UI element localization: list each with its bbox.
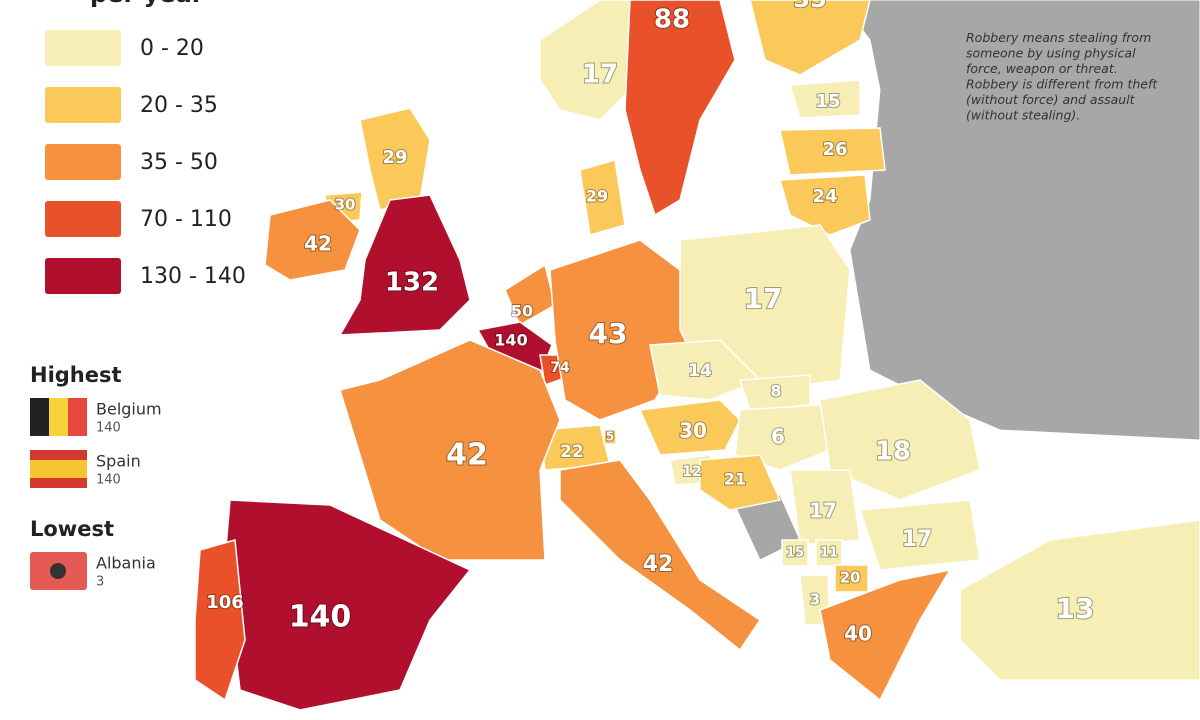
country (559, 459, 762, 652)
country (649, 339, 762, 401)
country (779, 127, 886, 176)
region-value: 140 (494, 331, 527, 350)
country (579, 159, 626, 236)
region-value: 140 (289, 600, 352, 635)
legend-label: 70 - 110 (140, 207, 232, 232)
country (338, 194, 471, 336)
country (734, 404, 831, 471)
region-value: 5 (606, 430, 614, 444)
region-value: 14 (688, 361, 712, 381)
note-line: Robbery means stealing from (966, 30, 1151, 45)
region-value: 13 (1056, 592, 1095, 625)
region-value: 17 (582, 60, 618, 90)
region-value: 20 (840, 569, 861, 587)
country (789, 469, 861, 546)
country (624, 0, 736, 217)
region-value: 15 (815, 91, 840, 112)
region-value: 74 (550, 360, 570, 376)
country (603, 429, 617, 445)
country (539, 0, 641, 121)
region-value: 106 (206, 592, 244, 613)
region-value: 50 (511, 302, 533, 321)
country (789, 79, 861, 119)
country (194, 539, 246, 702)
region-value: 40 (844, 622, 872, 646)
note-line: (without force) and assault (966, 92, 1136, 107)
region-value: 29 (586, 187, 608, 206)
region-value: 88 (654, 5, 690, 35)
note-line: someone by using physical (966, 46, 1136, 61)
legend-label: 130 - 140 (140, 264, 246, 289)
legend-label: 35 - 50 (140, 150, 218, 175)
region-value: 43 (589, 317, 628, 350)
country-value: 3 (96, 575, 104, 590)
legend-title: per year (90, 0, 204, 8)
regions (194, 0, 1200, 711)
note-line: (without stealing). (966, 108, 1080, 123)
region-value: 17 (902, 527, 933, 552)
flag-albania (30, 552, 87, 590)
country (264, 199, 361, 281)
country-name: Spain (96, 452, 141, 471)
region-value: 22 (560, 442, 584, 462)
region-value: 132 (385, 268, 439, 298)
country-name: Belgium (96, 400, 162, 419)
flag-belgium (30, 398, 87, 436)
country (749, 0, 871, 76)
country (858, 499, 981, 571)
region-value: 42 (643, 552, 674, 577)
country (781, 539, 809, 567)
region-value: 11 (820, 546, 838, 561)
flag-spain (30, 450, 87, 488)
country (699, 454, 782, 511)
legend-label: 20 - 35 (140, 93, 218, 118)
legend: 0 - 20 20 - 35 35 - 50 70 - 110 130 - 140 (45, 30, 246, 294)
region-labels: 1788351526242913230422950140744317148302… (205, 0, 1095, 647)
country (339, 339, 561, 561)
note-line: Robbery is different from theft (966, 77, 1158, 92)
country (549, 239, 691, 421)
legend-swatch (45, 144, 121, 180)
legend-swatch (45, 201, 121, 237)
region-value: 35 (793, 0, 826, 13)
region-value: 8 (770, 382, 781, 401)
highest-title: Highest (30, 363, 122, 387)
region-value: 3 (810, 591, 820, 609)
lowest-title: Lowest (30, 517, 114, 541)
region-value: 21 (724, 470, 746, 489)
note-line: force, weapon or threat. (966, 61, 1118, 76)
country-value: 140 (96, 421, 121, 436)
region-value: 26 (822, 139, 847, 160)
country (638, 399, 741, 456)
country-name: Albania (96, 554, 156, 573)
country-value: 140 (96, 473, 121, 488)
region-value: 15 (786, 546, 804, 561)
region-value: 18 (875, 437, 911, 467)
country (819, 568, 952, 702)
region-value: 42 (304, 232, 332, 256)
region-value: 24 (812, 186, 837, 207)
legend-swatch (45, 87, 121, 123)
region-value: 42 (446, 438, 488, 473)
region-value: 6 (771, 425, 785, 449)
legend-swatch (45, 30, 121, 66)
region-value: 17 (744, 282, 783, 315)
legend-swatch (45, 258, 121, 294)
region-value: 17 (809, 499, 837, 523)
non-eu-land (839, 0, 1200, 441)
region-value: 30 (679, 419, 707, 443)
region-value: 29 (382, 147, 407, 168)
region-value: 30 (335, 196, 356, 214)
country (959, 519, 1200, 681)
country (779, 174, 871, 236)
legend-label: 0 - 20 (140, 36, 204, 61)
region-value: 12 (682, 464, 701, 480)
